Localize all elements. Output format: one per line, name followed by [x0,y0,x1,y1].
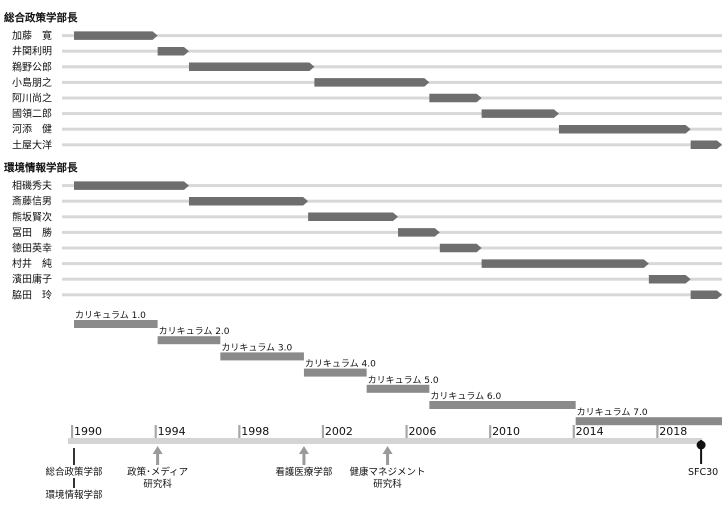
dean-name: 村井 純 [12,257,52,270]
row-track [62,34,722,38]
curriculum-label: カリキュラム 4.0 [305,359,376,370]
curriculum-label: カリキュラム 1.0 [75,310,146,321]
tenure-bar [314,78,430,87]
group-title: 環境情報学部長 [4,161,78,174]
row-track [62,277,722,281]
group-title: 総合政策学部長 [4,11,78,24]
dean-name: 冨田 勝 [12,226,52,239]
row-track [62,246,722,250]
dean-name: 井関利明 [12,45,52,58]
row-track [62,65,722,69]
tick-mark [572,425,575,438]
tick-label: 1994 [158,425,186,438]
curriculum-bar [157,336,221,345]
tenure-bar [439,243,482,253]
tenure-bar [648,274,691,284]
curriculum-bar [220,352,304,361]
row-track [62,184,722,188]
dean-name: 阿川尚之 [12,92,52,105]
dean-name: 土屋大洋 [12,138,52,151]
event-label: 健康マネジメント [350,466,426,478]
row-track [62,199,722,203]
event-label: 看護医療学部 [275,466,332,478]
dean-name: 斎藤信男 [12,195,52,208]
tick-mark [405,425,408,438]
tenure-bar [188,196,309,206]
tick-label: 2014 [576,425,604,438]
tick-mark [154,425,157,438]
tick-label: 2002 [325,425,353,438]
event-label: 環境情報学部 [45,489,102,501]
tenure-bar [690,290,722,300]
event-arrow-shaft [156,452,160,465]
dean-name: 河添 健 [12,123,52,136]
tick-label: 1990 [74,425,102,438]
curriculum-bar [74,320,158,328]
curriculum-bar [366,384,430,393]
tenure-bar [157,46,189,56]
event-stem [700,440,703,464]
curriculum-label: カリキュラム 2.0 [159,326,230,337]
dean-name: 小島朋之 [12,76,52,89]
event-label: 総合政策学部 [45,466,102,478]
dean-name: 鵜野公郎 [12,60,52,73]
tick-mark [71,425,74,438]
curriculum-bar [303,368,367,377]
row-track [62,127,722,131]
event-arrow-head [152,446,163,454]
tick-mark [321,425,325,438]
curriculum-label: カリキュラム 7.0 [577,407,648,418]
dean-name: 相磯秀夫 [12,179,52,192]
tenure-bar [74,31,158,40]
dean-name: 國領二郎 [12,107,52,120]
event-marker [696,440,706,450]
event-label: 政策･メディア [127,466,188,478]
curriculum-label: カリキュラム 6.0 [430,391,501,402]
row-track [62,96,722,100]
row-track [62,230,722,234]
dean-name: 加藤 寛 [12,29,52,42]
tenure-bar [481,109,559,118]
tenure-bar [74,181,189,190]
tenure-bar [690,140,722,150]
dean-name: 脇田 玲 [12,289,52,301]
tenure-bar [308,212,398,222]
event-arrow-shaft [302,452,306,465]
tenure-bar [429,93,482,103]
row-track [62,49,722,53]
event-arrow-head [298,446,309,454]
row-track [62,293,722,297]
tick-mark [238,425,241,438]
row-track [62,112,722,116]
row-track [62,262,722,266]
curriculum-bar [575,417,722,426]
event-label: 研究科 [373,478,402,490]
tenure-bar [398,228,440,237]
dean-name: 熊坂賢次 [12,210,52,223]
row-track [62,143,722,147]
event-arrow-shaft [386,452,390,465]
tick-label: 2018 [659,425,687,438]
event-stem [73,448,75,465]
tenure-bar [188,62,315,72]
event-label: SFC30 [688,467,718,478]
tick-label: 2010 [492,425,520,438]
event-label: 研究科 [143,478,172,490]
dean-name: 徳田英幸 [12,242,52,255]
curriculum-label: カリキュラム 3.0 [221,342,292,353]
tick-mark [656,425,659,438]
dean-name: 濱田庸子 [12,273,52,286]
curriculum-bar [429,401,576,409]
tick-mark [489,425,492,438]
event-arrow-head [382,446,393,454]
timeline-bar [68,438,702,444]
tenure-bar [481,259,649,268]
tick-label: 1998 [241,425,269,438]
tenure-bar [558,124,691,134]
tick-label: 2006 [408,425,436,438]
curriculum-label: カリキュラム 5.0 [368,375,439,386]
event-stem [73,478,75,488]
